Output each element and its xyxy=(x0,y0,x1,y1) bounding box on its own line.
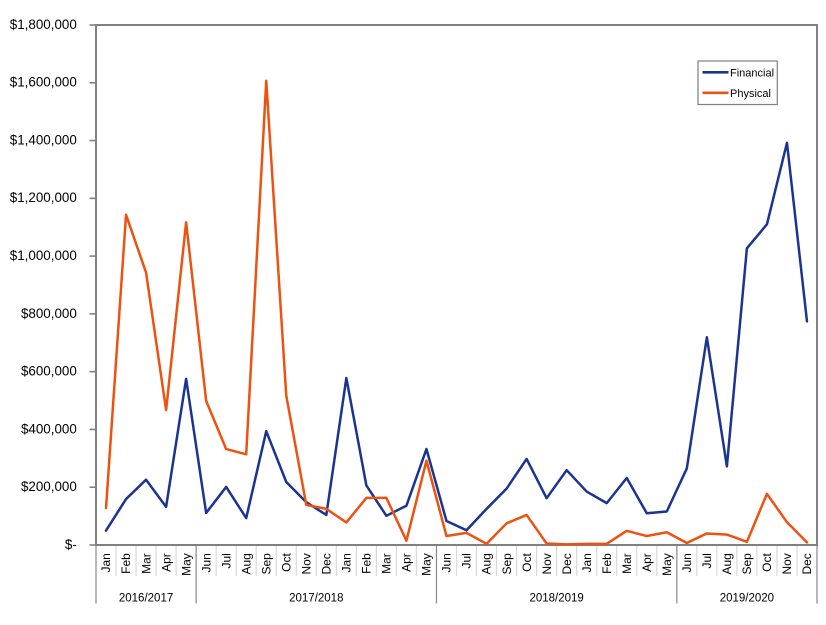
svg-text:2016/2017: 2016/2017 xyxy=(119,593,173,605)
svg-text:Nov: Nov xyxy=(540,553,554,574)
svg-text:Apr: Apr xyxy=(640,553,654,572)
svg-text:Jun: Jun xyxy=(440,553,454,572)
svg-text:$1,200,000: $1,200,000 xyxy=(10,190,77,205)
svg-text:May: May xyxy=(420,553,434,576)
svg-text:Jan: Jan xyxy=(340,553,354,572)
svg-text:Oct: Oct xyxy=(520,553,534,572)
svg-text:Jan: Jan xyxy=(99,553,113,572)
svg-text:$1,800,000: $1,800,000 xyxy=(10,17,77,32)
svg-text:Jun: Jun xyxy=(680,553,694,572)
svg-text:Oct: Oct xyxy=(760,553,774,572)
svg-text:Sep: Sep xyxy=(740,553,754,575)
svg-text:Jul: Jul xyxy=(700,553,714,568)
svg-text:Dec: Dec xyxy=(320,553,334,574)
svg-text:Jul: Jul xyxy=(219,553,233,568)
svg-text:$1,400,000: $1,400,000 xyxy=(10,132,77,147)
svg-text:Nov: Nov xyxy=(299,553,313,574)
svg-text:Aug: Aug xyxy=(480,553,494,574)
svg-text:Jan: Jan xyxy=(580,553,594,572)
svg-text:May: May xyxy=(179,553,193,576)
svg-text:Aug: Aug xyxy=(239,553,253,574)
svg-text:2017/2018: 2017/2018 xyxy=(289,593,343,605)
svg-text:Nov: Nov xyxy=(780,553,794,574)
svg-text:Sep: Sep xyxy=(500,553,514,575)
svg-text:Feb: Feb xyxy=(360,553,374,574)
svg-text:$600,000: $600,000 xyxy=(21,364,77,379)
svg-text:Jul: Jul xyxy=(460,553,474,568)
svg-text:$1,000,000: $1,000,000 xyxy=(10,248,77,263)
svg-text:$-: $- xyxy=(65,537,77,552)
svg-text:May: May xyxy=(660,553,674,576)
svg-text:$400,000: $400,000 xyxy=(21,421,77,436)
svg-text:Feb: Feb xyxy=(119,553,133,574)
svg-text:Dec: Dec xyxy=(560,553,574,574)
svg-text:Mar: Mar xyxy=(380,553,394,574)
svg-text:Jun: Jun xyxy=(199,553,213,572)
svg-text:Aug: Aug xyxy=(720,553,734,574)
svg-text:Apr: Apr xyxy=(159,553,173,572)
svg-text:Mar: Mar xyxy=(139,553,153,574)
svg-text:2019/2020: 2019/2020 xyxy=(720,593,774,605)
svg-text:Sep: Sep xyxy=(259,553,273,575)
svg-text:Financial: Financial xyxy=(730,67,774,79)
svg-text:Dec: Dec xyxy=(800,553,814,574)
svg-text:$200,000: $200,000 xyxy=(21,479,77,494)
svg-text:$800,000: $800,000 xyxy=(21,306,77,321)
svg-text:Feb: Feb xyxy=(600,553,614,574)
svg-text:2018/2019: 2018/2019 xyxy=(529,593,583,605)
svg-text:Physical: Physical xyxy=(730,88,771,100)
svg-text:Oct: Oct xyxy=(279,553,293,572)
svg-text:$1,600,000: $1,600,000 xyxy=(10,75,77,90)
svg-text:Mar: Mar xyxy=(620,553,634,574)
svg-text:Apr: Apr xyxy=(400,553,414,572)
